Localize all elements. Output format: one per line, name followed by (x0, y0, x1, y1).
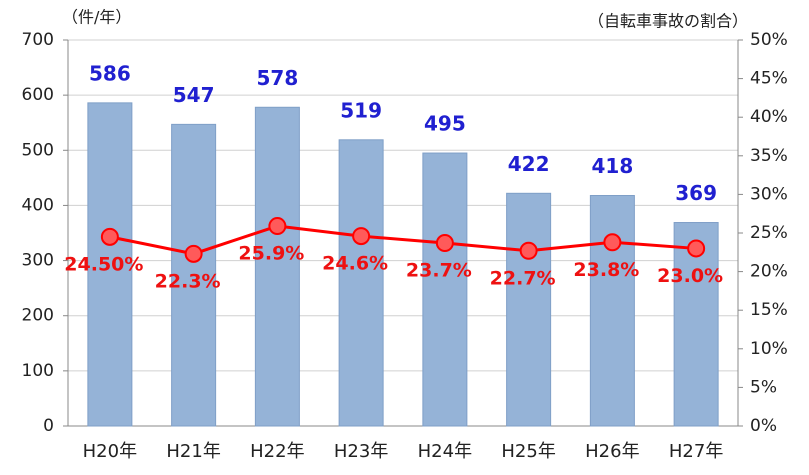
bar (589, 195, 635, 427)
y-tick-label: 300 (22, 251, 54, 271)
bar-value-label: 586 (89, 61, 131, 85)
bar-value-label: 547 (173, 83, 215, 107)
line-value-label: 25.9% (238, 243, 304, 265)
y2-tick-label: 25% (750, 223, 788, 243)
line-value-label: 22.7% (490, 267, 556, 289)
y2-tick-label: 50% (750, 30, 788, 50)
y-tick-label: 200 (22, 306, 54, 326)
line-value-label: 23.7% (406, 260, 472, 282)
y-axis-label: （件/年） (62, 8, 131, 27)
bar-value-label: 369 (675, 181, 717, 205)
bar (338, 139, 384, 427)
y2-tick-label: 40% (750, 107, 788, 127)
y2-tick-label: 0% (750, 416, 777, 436)
line (109, 224, 697, 256)
line-marker (100, 227, 119, 246)
x-tick-label: H23年 (334, 441, 388, 462)
bar-value-label: 495 (424, 112, 466, 136)
bar-value-label: 422 (508, 152, 550, 176)
y2-tick-label: 30% (750, 184, 788, 204)
line-value-label: 23.8% (573, 259, 639, 281)
x-tick-label: H24年 (418, 441, 472, 462)
y-tick-label: 700 (22, 30, 54, 50)
bar (422, 152, 468, 427)
line-value-label: 24.6% (322, 253, 388, 275)
x-tick-label: H21年 (166, 441, 220, 462)
line-marker (435, 234, 454, 253)
line-value-label: 23.0% (657, 265, 723, 287)
y2-tick-label: 5% (750, 377, 777, 397)
bar (254, 106, 300, 427)
y-tick-label: 100 (22, 361, 54, 381)
y2-tick-label: 10% (750, 339, 788, 359)
bar (506, 192, 552, 427)
bar-value-label: 418 (592, 154, 634, 178)
line-value-label: 22.3% (155, 270, 221, 292)
x-tick-label: H20年 (83, 441, 137, 462)
x-tick-label: H25年 (501, 441, 555, 462)
line-marker (687, 239, 706, 258)
bar (171, 123, 217, 427)
x-tick-label: H26年 (585, 441, 639, 462)
y-tick-label: 400 (22, 195, 54, 215)
line-marker (352, 227, 371, 246)
line-marker (519, 241, 538, 260)
y2-tick-label: 35% (750, 146, 788, 166)
line-marker (184, 244, 203, 263)
line-marker (268, 217, 287, 236)
y-tick-label: 0 (43, 416, 54, 436)
bar (87, 102, 133, 427)
x-tick-label: H27年 (669, 441, 723, 462)
y2-tick-label: 15% (750, 300, 788, 320)
y2-tick-label: 45% (750, 69, 788, 89)
line-value-label: 24.50% (64, 253, 143, 275)
y-tick-label: 500 (22, 140, 54, 160)
y2-axis-label: （自転車事故の割合） (588, 12, 748, 31)
y-tick-label: 600 (22, 85, 54, 105)
x-tick-label: H22年 (250, 441, 304, 462)
bar-value-label: 519 (340, 98, 382, 122)
line-marker (603, 233, 622, 252)
y2-tick-label: 20% (750, 262, 788, 282)
bar-value-label: 578 (257, 66, 299, 90)
